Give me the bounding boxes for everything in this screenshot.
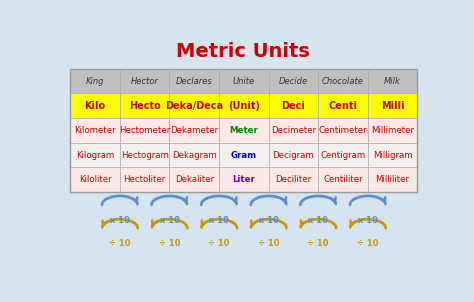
Bar: [318, 118, 368, 143]
Text: ÷ 10: ÷ 10: [208, 239, 230, 248]
Text: x 10: x 10: [259, 216, 279, 224]
Text: ÷ 10: ÷ 10: [308, 239, 329, 248]
Bar: [318, 143, 368, 167]
Bar: [120, 167, 169, 192]
Text: x 10: x 10: [358, 216, 378, 224]
Text: Dekaliter: Dekaliter: [175, 175, 214, 184]
Text: Centi: Centi: [328, 101, 357, 111]
Text: ÷ 10: ÷ 10: [109, 239, 131, 248]
Bar: [269, 143, 318, 167]
Text: Centiliter: Centiliter: [323, 175, 363, 184]
Bar: [269, 93, 318, 118]
Bar: [70, 118, 120, 143]
Text: x 10: x 10: [160, 216, 179, 224]
Text: Hectogram: Hectogram: [121, 151, 169, 159]
Text: Hecto: Hecto: [129, 101, 161, 111]
Text: Gram: Gram: [231, 151, 257, 159]
Text: Millimeter: Millimeter: [371, 126, 414, 135]
Bar: [169, 69, 219, 93]
Bar: [70, 69, 418, 192]
Text: Deciliter: Deciliter: [275, 175, 311, 184]
Text: Decide: Decide: [279, 77, 308, 86]
Bar: [269, 118, 318, 143]
Bar: [120, 118, 169, 143]
Bar: [169, 93, 219, 118]
Bar: [219, 118, 269, 143]
Text: Kilo: Kilo: [84, 101, 106, 111]
Text: Meter: Meter: [229, 126, 258, 135]
Text: Hectometer: Hectometer: [119, 126, 170, 135]
Bar: [120, 143, 169, 167]
Bar: [368, 69, 418, 93]
Bar: [120, 69, 169, 93]
Text: Declares: Declares: [176, 77, 213, 86]
Bar: [368, 118, 418, 143]
Text: Kiloliter: Kiloliter: [79, 175, 111, 184]
Bar: [169, 143, 219, 167]
Text: Centimeter: Centimeter: [319, 126, 367, 135]
Text: x 10: x 10: [110, 216, 130, 224]
Bar: [269, 167, 318, 192]
Text: Metric Units: Metric Units: [176, 42, 310, 61]
Text: Chocolate: Chocolate: [322, 77, 364, 86]
Bar: [70, 143, 120, 167]
Bar: [169, 167, 219, 192]
Bar: [318, 93, 368, 118]
Text: Centigram: Centigram: [320, 151, 365, 159]
Bar: [368, 167, 418, 192]
Text: Unite: Unite: [233, 77, 255, 86]
Bar: [169, 118, 219, 143]
Bar: [368, 143, 418, 167]
Bar: [120, 93, 169, 118]
Text: Hectoliter: Hectoliter: [124, 175, 166, 184]
Text: Decigram: Decigram: [273, 151, 314, 159]
Text: Dekagram: Dekagram: [172, 151, 217, 159]
Text: Decimeter: Decimeter: [271, 126, 316, 135]
Text: Deci: Deci: [282, 101, 305, 111]
Text: Milli: Milli: [381, 101, 404, 111]
Text: ÷ 10: ÷ 10: [357, 239, 379, 248]
Bar: [219, 93, 269, 118]
Bar: [70, 167, 120, 192]
Bar: [318, 167, 368, 192]
Text: Kilogram: Kilogram: [76, 151, 114, 159]
Text: Dekameter: Dekameter: [170, 126, 219, 135]
Text: Hector: Hector: [131, 77, 159, 86]
Text: ÷ 10: ÷ 10: [159, 239, 180, 248]
Bar: [70, 69, 120, 93]
Text: Milliliter: Milliliter: [375, 175, 410, 184]
Bar: [70, 93, 120, 118]
Bar: [318, 69, 368, 93]
Text: Liter: Liter: [232, 175, 255, 184]
Text: King: King: [86, 77, 104, 86]
Text: x 10: x 10: [308, 216, 328, 224]
Bar: [219, 143, 269, 167]
Text: Milk: Milk: [384, 77, 401, 86]
Text: Deka/Deca: Deka/Deca: [165, 101, 223, 111]
Bar: [368, 93, 418, 118]
Text: Milligram: Milligram: [373, 151, 412, 159]
Bar: [269, 69, 318, 93]
Text: (Unit): (Unit): [228, 101, 260, 111]
Text: Kilometer: Kilometer: [74, 126, 116, 135]
Bar: [219, 167, 269, 192]
Text: x 10: x 10: [209, 216, 229, 224]
Text: ÷ 10: ÷ 10: [258, 239, 279, 248]
Bar: [219, 69, 269, 93]
